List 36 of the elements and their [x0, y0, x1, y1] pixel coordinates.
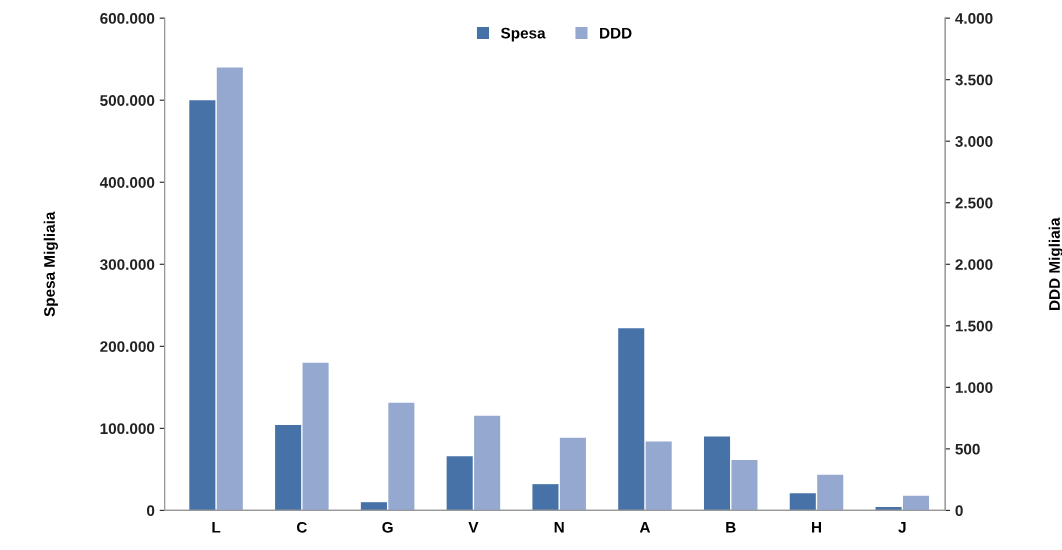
bar [817, 474, 844, 511]
y2-axis-title: DDD Migliaia [1048, 217, 1062, 310]
x-tick-label: C [296, 521, 307, 533]
y2-tick-label: 2.000 [955, 259, 993, 270]
bar [360, 502, 387, 511]
x-tick-label: B [726, 522, 736, 533]
y2-tick-label: 500 [955, 443, 980, 455]
y2-tick-label: 0 [955, 505, 963, 517]
bar [388, 402, 415, 511]
legend-label: Spesa [501, 27, 546, 42]
x-tick-label: H [812, 522, 821, 533]
legend-label: DDD [600, 27, 632, 39]
y2-tick-label: 3.000 [955, 136, 993, 147]
y-tick-label: 200.000 [100, 341, 155, 352]
y-tick-label: 400.000 [99, 177, 155, 188]
bar [902, 495, 930, 511]
bar [559, 437, 586, 511]
y2-tick-label: 1.500 [955, 320, 993, 332]
x-tick-label: V [468, 522, 479, 533]
y2-tick-label: 1.000 [955, 382, 993, 394]
y-axis-title: Spesa Migliaia [43, 211, 58, 317]
y-tick-label: 300.000 [100, 259, 155, 270]
x-tick-label: N [554, 522, 564, 533]
x-tick-label: L [212, 522, 221, 533]
y2-tick-label: 2.500 [955, 197, 993, 209]
y-tick-label: 0 [147, 505, 155, 517]
x-tick-label: A [639, 522, 651, 533]
y2-tick-label: 3.500 [955, 74, 993, 86]
bar [875, 507, 902, 511]
x-tick-label: J [898, 522, 906, 533]
y-tick-label: 100.000 [100, 423, 155, 435]
x-tick-label: G [382, 521, 393, 533]
y2-tick-label: 4.000 [955, 13, 993, 24]
bar [618, 328, 645, 511]
y-tick-label: 600.000 [100, 13, 155, 24]
y-tick-label: 500.000 [100, 95, 155, 106]
